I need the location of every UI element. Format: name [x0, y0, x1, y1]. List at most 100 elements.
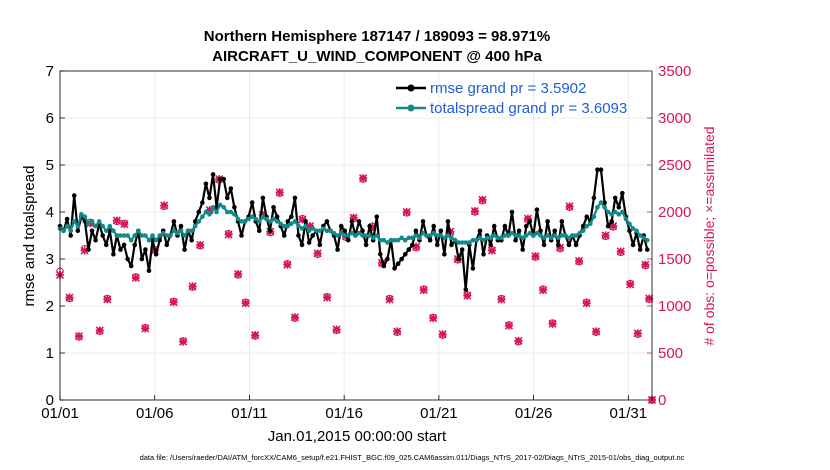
- series-1-point: [292, 219, 298, 224]
- series-0-point: [420, 219, 426, 224]
- series-0-point: [637, 247, 643, 252]
- series-1-point: [107, 223, 113, 229]
- series-1-point: [434, 233, 440, 238]
- series-1-point: [153, 237, 159, 243]
- series-1-point: [349, 230, 355, 236]
- series-0-point: [271, 205, 276, 210]
- series-1-point: [171, 228, 177, 234]
- y-axis-right: 0 500 1000 1500 2000 2500 3000 3500: [647, 63, 691, 409]
- series-0-point: [445, 219, 451, 224]
- series-1-point: [612, 209, 618, 215]
- series-0-point: [402, 252, 408, 257]
- y-right-tick-label: 2000: [658, 204, 691, 221]
- x-tick-label: 01/01: [41, 405, 79, 422]
- series-1-point: [577, 230, 582, 236]
- y-tick-label: 1: [46, 345, 54, 362]
- obs-assimilated-marker: [103, 295, 112, 304]
- obs-assimilated-marker: [234, 269, 243, 279]
- obs-assimilated-marker: [179, 337, 188, 346]
- series-1-point: [121, 233, 127, 238]
- y-tick-label: 2: [46, 298, 54, 315]
- obs-assimilated-marker: [74, 332, 84, 341]
- series-1-point: [399, 235, 404, 241]
- obs-assimilated-marker: [305, 222, 315, 231]
- y-tick-label: 3: [46, 251, 54, 268]
- series-1-point: [335, 233, 340, 238]
- series-0-point: [324, 219, 330, 224]
- series-0-point: [427, 237, 433, 243]
- series-0-point: [132, 242, 138, 248]
- series-1-point: [342, 233, 348, 238]
- obs-assimilated-marker: [592, 327, 601, 336]
- obs-assimilated-marker: [283, 260, 292, 269]
- series-1-point: [584, 223, 590, 229]
- series-0-point: [541, 242, 547, 248]
- series-1-point: [136, 228, 141, 234]
- series-1-point: [207, 212, 212, 217]
- series-0-point: [153, 252, 159, 257]
- obs-assimilated-marker: [332, 325, 341, 334]
- series-1-point: [406, 235, 412, 241]
- series-1-point: [168, 233, 173, 238]
- series-1-point: [627, 221, 632, 227]
- series-1-point: [523, 233, 529, 238]
- series-1-point: [499, 235, 504, 241]
- series-1-point: [491, 233, 497, 238]
- series-0-point: [627, 228, 632, 234]
- obs-assimilated-marker: [548, 319, 557, 328]
- y-axis-label-right: # of obs: o=possible; ×=assimilated: [701, 126, 717, 345]
- series-1-point: [139, 233, 145, 238]
- obs-assimilated-marker: [224, 230, 233, 239]
- obs-assimilated-marker: [120, 220, 129, 229]
- series-0-point: [71, 193, 77, 198]
- series-1-point: [520, 235, 525, 241]
- x-tick-label: 01/11: [231, 405, 267, 422]
- series-1-point: [160, 230, 166, 236]
- series-0-point: [573, 242, 579, 248]
- series-1-point: [591, 214, 597, 219]
- series-0-point: [591, 195, 597, 201]
- series-0-point: [224, 195, 230, 201]
- series-1-point: [420, 230, 426, 236]
- series-0-point: [196, 209, 202, 215]
- obs-assimilated-marker: [539, 285, 548, 295]
- obs-assimilated-marker: [169, 298, 178, 307]
- series-1-point: [260, 214, 266, 219]
- series-1-point: [637, 233, 643, 238]
- series-1-point: [203, 209, 209, 215]
- series-0-point: [125, 256, 130, 262]
- y-right-tick-label: 500: [658, 345, 683, 362]
- series-0-point: [349, 219, 355, 224]
- series-0-point: [395, 261, 401, 267]
- series-0-point: [598, 167, 604, 172]
- obs-assimilated-marker: [313, 249, 322, 258]
- obs-assimilated-marker: [112, 216, 121, 225]
- series-1-point: [111, 228, 116, 234]
- series-0-point: [143, 247, 148, 252]
- obs-assimilated-marker: [626, 280, 635, 289]
- obs-assimilated-marker: [402, 207, 411, 217]
- series-1-point: [374, 233, 380, 238]
- series-1-point: [267, 219, 273, 224]
- series-1-point: [100, 223, 106, 229]
- obs-assimilated-marker: [504, 321, 514, 330]
- series-0-point: [317, 242, 323, 248]
- series-1-point: [463, 240, 469, 245]
- y-tick-label: 7: [46, 63, 54, 80]
- series-1-point: [249, 214, 255, 219]
- series-1-point: [118, 233, 123, 238]
- obs-assimilated-marker: [601, 231, 610, 240]
- series-1-point: [246, 216, 251, 222]
- series-1-point: [452, 237, 458, 243]
- y-tick-label: 4: [46, 204, 54, 221]
- series-1-point: [228, 209, 234, 215]
- series-1-point: [598, 200, 604, 205]
- series-1-point: [555, 235, 561, 241]
- series-1-point: [449, 235, 454, 241]
- series-0-point: [438, 228, 444, 234]
- series-0-point: [363, 242, 369, 248]
- series-1-point: [310, 226, 316, 231]
- series-1-point: [413, 233, 419, 238]
- series-1-point: [321, 226, 326, 231]
- series-0-point: [146, 268, 152, 274]
